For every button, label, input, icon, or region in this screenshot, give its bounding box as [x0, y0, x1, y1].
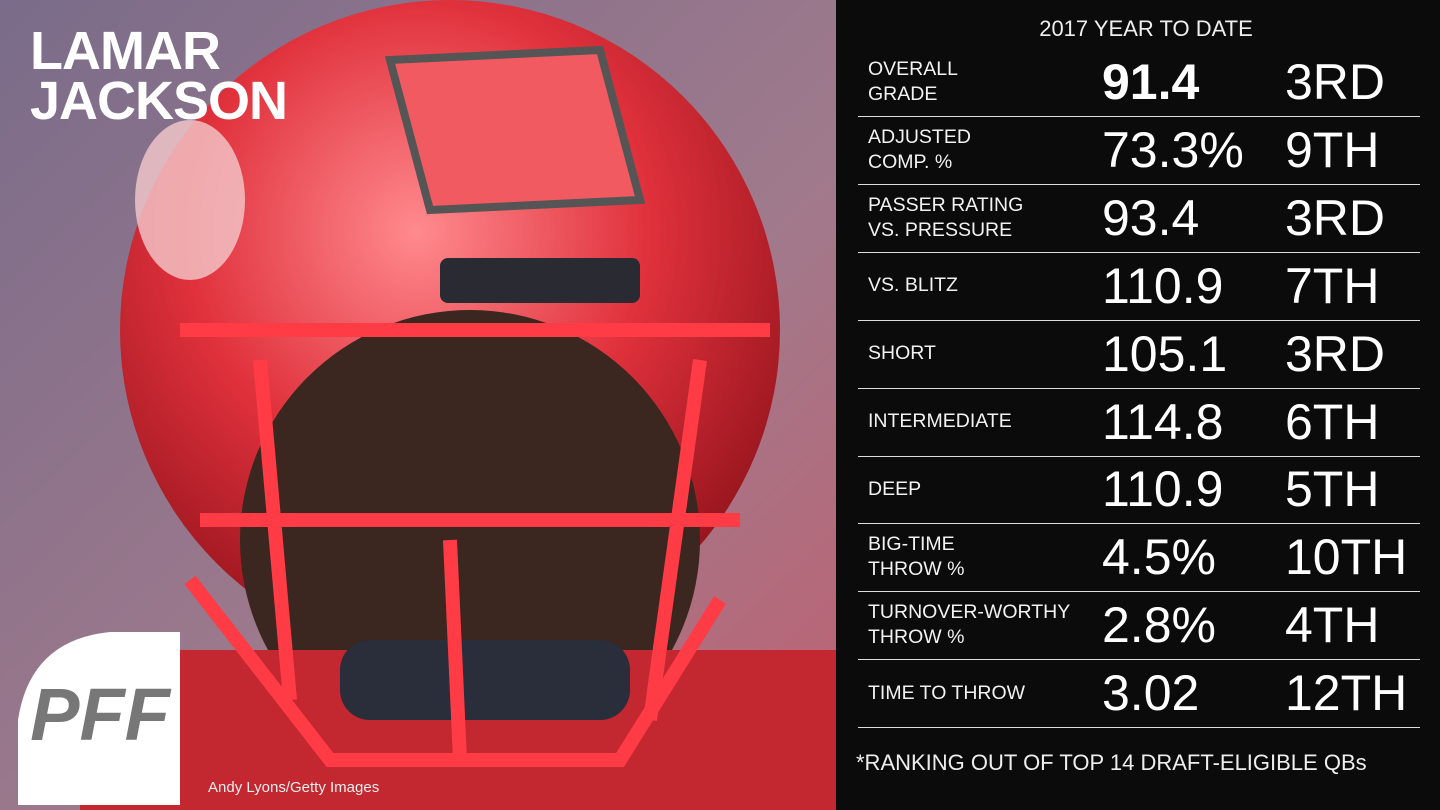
- label-line: BIG-TIME: [868, 533, 955, 556]
- stat-rank: 3RD: [1285, 325, 1386, 382]
- stat-rank: 12TH: [1285, 665, 1408, 722]
- stat-row: INTERMEDIATE 114.8 6TH: [858, 388, 1420, 457]
- stat-value: 91.4: [1102, 54, 1200, 110]
- stat-rank: 3RD: [1285, 54, 1386, 110]
- stat-label: TURNOVER-WORTHY THROW %: [868, 591, 1070, 659]
- name-line: LAMAR: [30, 21, 221, 81]
- stat-rank: 9TH: [1285, 121, 1380, 178]
- stat-rank: 10TH: [1285, 529, 1408, 586]
- label-line: VS. BLITZ: [868, 274, 958, 297]
- label-line: GRADE: [868, 83, 938, 105]
- stat-label: SHORT: [868, 320, 936, 388]
- stat-row: BIG-TIME THROW % 4.5% 10TH: [858, 523, 1420, 593]
- stat-label: INTERMEDIATE: [868, 388, 1012, 456]
- stat-label: VS. BLITZ: [868, 252, 958, 320]
- stat-rank: 3RD: [1285, 189, 1386, 246]
- stats-panel: 2017 YEAR TO DATE *RANKING OUT OF TOP 14…: [836, 0, 1440, 810]
- logo: PFF: [30, 673, 172, 756]
- stat-rank: 4TH: [1285, 597, 1380, 654]
- stat-row: ADJUSTED COMP. % 73.3% 9TH: [858, 116, 1420, 185]
- stat-value: 3.02: [1102, 665, 1200, 722]
- stat-value: 93.4: [1102, 189, 1200, 246]
- stat-row: PASSER RATING VS. PRESSURE 93.4 3RD: [858, 184, 1420, 253]
- label-line: COMP. %: [868, 150, 953, 173]
- stat-label: ADJUSTED COMP. %: [868, 116, 971, 184]
- stat-value: 110.9: [1102, 257, 1224, 314]
- stat-row: OVERALL GRADE 91.4 3RD: [858, 48, 1420, 117]
- stat-rank: 7TH: [1285, 257, 1380, 314]
- stat-value: 110.9: [1102, 461, 1224, 518]
- stat-row: DEEP 110.9 5TH: [858, 455, 1420, 525]
- stat-label: BIG-TIME THROW %: [868, 523, 964, 591]
- stat-label: PASSER RATING VS. PRESSURE: [868, 184, 1023, 252]
- stat-row: VS. BLITZ 110.9 7TH: [858, 252, 1420, 321]
- label-line: TURNOVER-WORTHY: [868, 601, 1071, 624]
- stat-value: 105.1: [1102, 325, 1228, 382]
- label-line: SHORT: [868, 342, 936, 365]
- stat-rank: 6TH: [1285, 393, 1380, 450]
- stat-value: 114.8: [1102, 393, 1224, 450]
- stat-value: 2.8%: [1102, 597, 1216, 654]
- photo-credit: Andy Lyons/Getty Images: [208, 779, 380, 796]
- player-name: LAMAR JACKSON: [30, 21, 288, 131]
- label-line: THROW %: [868, 558, 965, 581]
- label-line: DEEP: [868, 477, 922, 500]
- label-line: INTERMEDIATE: [868, 410, 1012, 432]
- stat-row: TIME TO THROW 3.02 12TH: [858, 659, 1420, 729]
- stats-header: 2017 YEAR TO DATE: [1039, 16, 1253, 41]
- stat-label: OVERALL GRADE: [868, 48, 958, 116]
- label-line: TIME TO THROW: [868, 681, 1026, 704]
- stat-value: 4.5%: [1102, 529, 1216, 586]
- footnote: *RANKING OUT OF TOP 14 DRAFT-ELIGIBLE QB…: [856, 750, 1367, 775]
- label-line: ADJUSTED: [868, 125, 971, 148]
- label-line: VS. PRESSURE: [868, 218, 1013, 241]
- stat-row: SHORT 105.1 3RD: [858, 320, 1420, 389]
- stat-row: TURNOVER-WORTHY THROW % 2.8% 4TH: [858, 591, 1420, 661]
- stat-value: 73.3%: [1102, 121, 1244, 178]
- stat-label: DEEP: [868, 455, 921, 523]
- label-line: THROW %: [868, 626, 965, 649]
- stat-rank: 5TH: [1285, 461, 1380, 518]
- stat-label: TIME TO THROW: [868, 659, 1025, 727]
- name-line: JACKSON: [30, 71, 288, 131]
- label-line: PASSER RATING: [868, 193, 1024, 216]
- label-line: OVERALL: [868, 58, 958, 80]
- player-photo: PFF: [0, 0, 836, 810]
